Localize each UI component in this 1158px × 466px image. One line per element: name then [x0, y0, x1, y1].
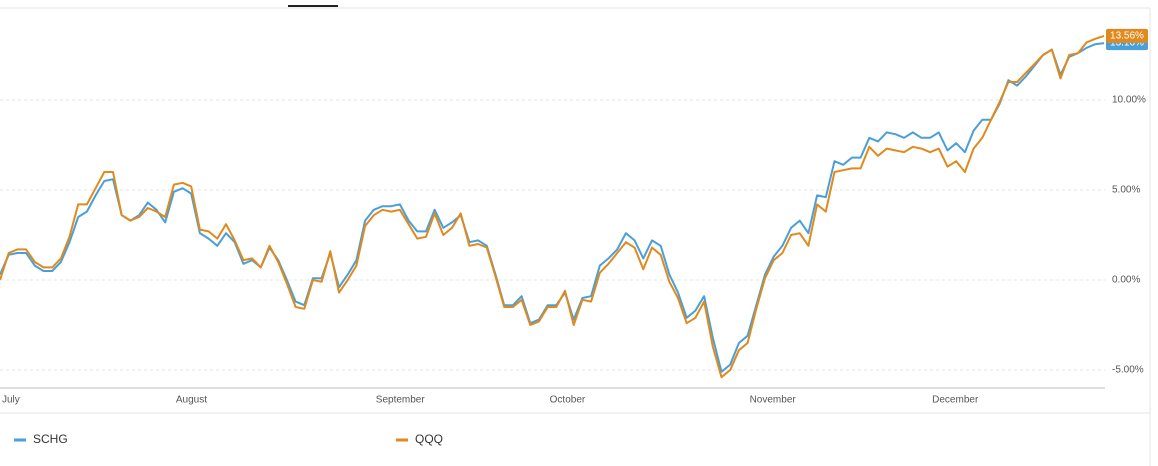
legend: SCHG QQQ: [14, 432, 443, 446]
legend-label: QQQ: [415, 432, 443, 446]
x-tick-label: December: [932, 395, 979, 406]
x-tick-label: November: [750, 395, 797, 406]
legend-item[interactable]: SCHG: [14, 432, 68, 446]
series-line: [0, 34, 1105, 379]
x-tick-label: July: [2, 395, 20, 406]
legend-item[interactable]: QQQ: [396, 432, 443, 446]
legend-label: SCHG: [33, 432, 68, 446]
end-label-text: 13.56%: [1110, 31, 1144, 42]
end-label-tag: [1106, 28, 1148, 43]
y-tick-label: 5.00%: [1112, 185, 1140, 196]
y-tick-label: 10.00%: [1112, 95, 1146, 106]
x-tick-label: August: [176, 395, 207, 406]
y-tick-label: 0.00%: [1112, 275, 1140, 286]
end-label-text: 13.16%: [1110, 38, 1144, 49]
x-tick-label: October: [550, 395, 586, 406]
y-tick-label: -5.00%: [1112, 365, 1144, 376]
end-label: 13.56%: [1106, 28, 1148, 43]
series-line: [0, 42, 1105, 373]
x-tick-label: September: [376, 395, 426, 406]
